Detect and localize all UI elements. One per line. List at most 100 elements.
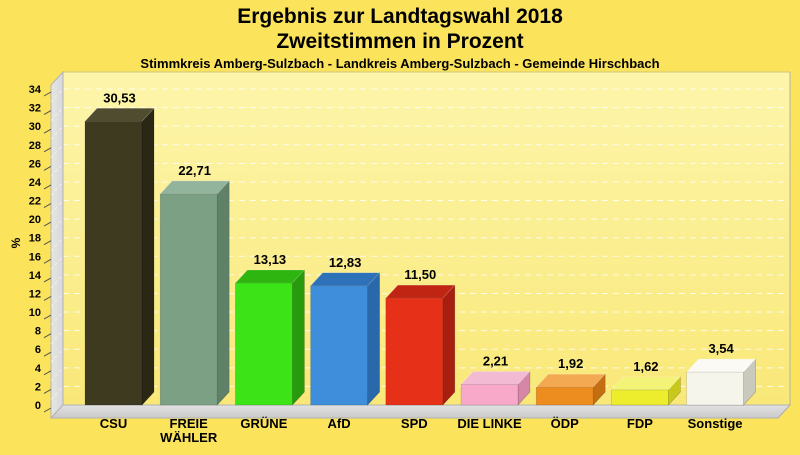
- bar-top-afd: [309, 272, 381, 287]
- y-axis-tick: [43, 277, 52, 283]
- x-axis-label-freie-waehler: FREIE WÄHLER: [160, 416, 218, 445]
- chart-region-line: Stimmkreis Amberg-Sulzbach - Landkreis A…: [140, 56, 660, 71]
- y-axis-tick-label: 26: [29, 158, 41, 170]
- y-axis-tick: [43, 258, 52, 264]
- y-axis-tick-label: 0: [35, 400, 41, 412]
- y-axis-tick: [43, 184, 52, 190]
- y-axis-label: %: [9, 237, 23, 248]
- bar-spd: [385, 297, 444, 406]
- y-axis-tick-label: 16: [29, 251, 41, 263]
- y-axis-tick-label: 24: [29, 177, 42, 189]
- bar-value-label-csu: 30,53: [103, 90, 136, 105]
- bar-side-freie-waehler: [216, 180, 230, 406]
- y-axis-tick: [43, 296, 52, 301]
- bar-group-fdp: 1,62 FDP: [610, 359, 682, 431]
- wall-gridline-stub: [50, 163, 64, 177]
- wall-gridline-stub: [50, 311, 64, 326]
- y-axis-tick-label: 20: [29, 214, 41, 226]
- wall-gridline-stub: [50, 88, 64, 103]
- y-axis-tick: [43, 221, 52, 227]
- bar-value-label-gruene: 13,13: [254, 252, 287, 267]
- y-axis-tick: [43, 147, 52, 153]
- y-axis-tick-label: 18: [29, 233, 41, 245]
- bar-csu: [84, 120, 143, 406]
- bar-group-oedp: 1,92 ÖDP: [535, 356, 606, 431]
- wall-gridline-stub: [50, 181, 64, 196]
- bar-top-oedp: [535, 373, 606, 388]
- wall-gridline-stub: [50, 330, 64, 344]
- y-axis-tick-label: 14: [29, 270, 42, 282]
- wall-gridline-stub: [50, 386, 64, 400]
- y-axis-tick: [43, 91, 52, 97]
- wall-gridline-stub: [50, 293, 64, 307]
- y-axis-tick-label: 2: [35, 381, 41, 393]
- y-axis-tick: [43, 128, 52, 134]
- wall-gridline-stub: [50, 255, 64, 270]
- y-axis-tick-label: 22: [29, 196, 41, 208]
- bar-side-afd: [367, 271, 380, 406]
- y-axis-tick-label: 12: [29, 288, 41, 300]
- wall-gridline-stub: [50, 274, 64, 289]
- wall-gridline-stub: [50, 125, 64, 140]
- bar-side-gruene: [292, 269, 305, 406]
- bar-afd: [310, 285, 368, 406]
- wall-gridline-stub: [50, 348, 64, 363]
- y-axis-tick-label: 10: [29, 307, 41, 319]
- chart-subtitle: Zweitstimmen in Prozent: [276, 30, 524, 53]
- wall-gridline-stub: [50, 237, 64, 252]
- wall-gridline-stub: [50, 367, 64, 382]
- bar-value-label-die-linke: 2,21: [483, 353, 508, 368]
- y-axis-tick: [43, 110, 52, 116]
- bar-top-sonstige: [685, 358, 757, 373]
- wall-gridline-stub: [50, 144, 64, 159]
- bar-die-linke: [460, 384, 519, 406]
- y-axis-tick: [43, 370, 52, 376]
- bar-fdp: [611, 389, 669, 406]
- y-axis-tick: [43, 407, 52, 413]
- y-axis-tick-label: 32: [29, 103, 41, 115]
- bar-group-afd: 12,83 AfD: [309, 255, 381, 431]
- y-axis-tick-label: 28: [29, 140, 41, 152]
- y-axis-tick-label: 8: [35, 326, 41, 338]
- y-axis-tick: [43, 388, 52, 394]
- bar-group-die-linke: 2,21 DIE LINKE: [457, 353, 531, 431]
- wall-gridline-stub: [50, 200, 64, 214]
- bar-gruene: [235, 282, 293, 406]
- x-axis-label-fdp: FDP: [627, 416, 653, 431]
- x-axis-label-sonstige: Sonstige: [688, 416, 743, 431]
- y-axis-tick: [43, 314, 52, 320]
- x-axis-label-die-linke: DIE LINKE: [457, 416, 522, 431]
- bar-top-fdp: [610, 376, 682, 391]
- bar-value-label-fdp: 1,62: [633, 359, 658, 374]
- wall-gridline-stub: [50, 107, 64, 121]
- chart-header: Ergebnis zur Landtagswahl 2018 Zweitstim…: [0, 0, 800, 72]
- bar-top-freie-waehler: [159, 180, 230, 195]
- bar-group-sonstige: 3,54 Sonstige: [685, 341, 757, 431]
- bar-value-label-oedp: 1,92: [558, 356, 583, 371]
- x-axis-label-gruene: GRÜNE: [240, 416, 287, 431]
- bar-freie-waehler: [159, 193, 218, 406]
- axis-wall-3d: [50, 70, 64, 420]
- bar-top-csu: [84, 107, 155, 122]
- floor-right-edge: [777, 404, 791, 419]
- y-axis-tick-label: 30: [29, 121, 41, 133]
- x-axis-label-afd: AfD: [328, 416, 351, 431]
- y-axis-tick-label: 34: [29, 84, 42, 96]
- y-axis-tick: [43, 240, 52, 246]
- chart-title: Ergebnis zur Landtagswahl 2018: [237, 5, 563, 28]
- x-axis-label-spd: SPD: [401, 416, 428, 431]
- x-axis-label-oedp: ÖDP: [551, 416, 580, 431]
- y-axis-tick: [43, 351, 52, 357]
- bar-top-die-linke: [460, 371, 531, 385]
- y-axis-tick-label: 4: [35, 363, 42, 375]
- bar-group-gruene: 13,13 GRÜNE: [234, 252, 306, 431]
- bar-top-gruene: [234, 269, 306, 284]
- y-axis-tick-label: 6: [35, 344, 41, 356]
- y-axis-tick: [43, 333, 52, 339]
- bar-sonstige: [686, 371, 744, 406]
- bar-side-csu: [141, 107, 155, 406]
- y-axis-tick: [43, 165, 52, 171]
